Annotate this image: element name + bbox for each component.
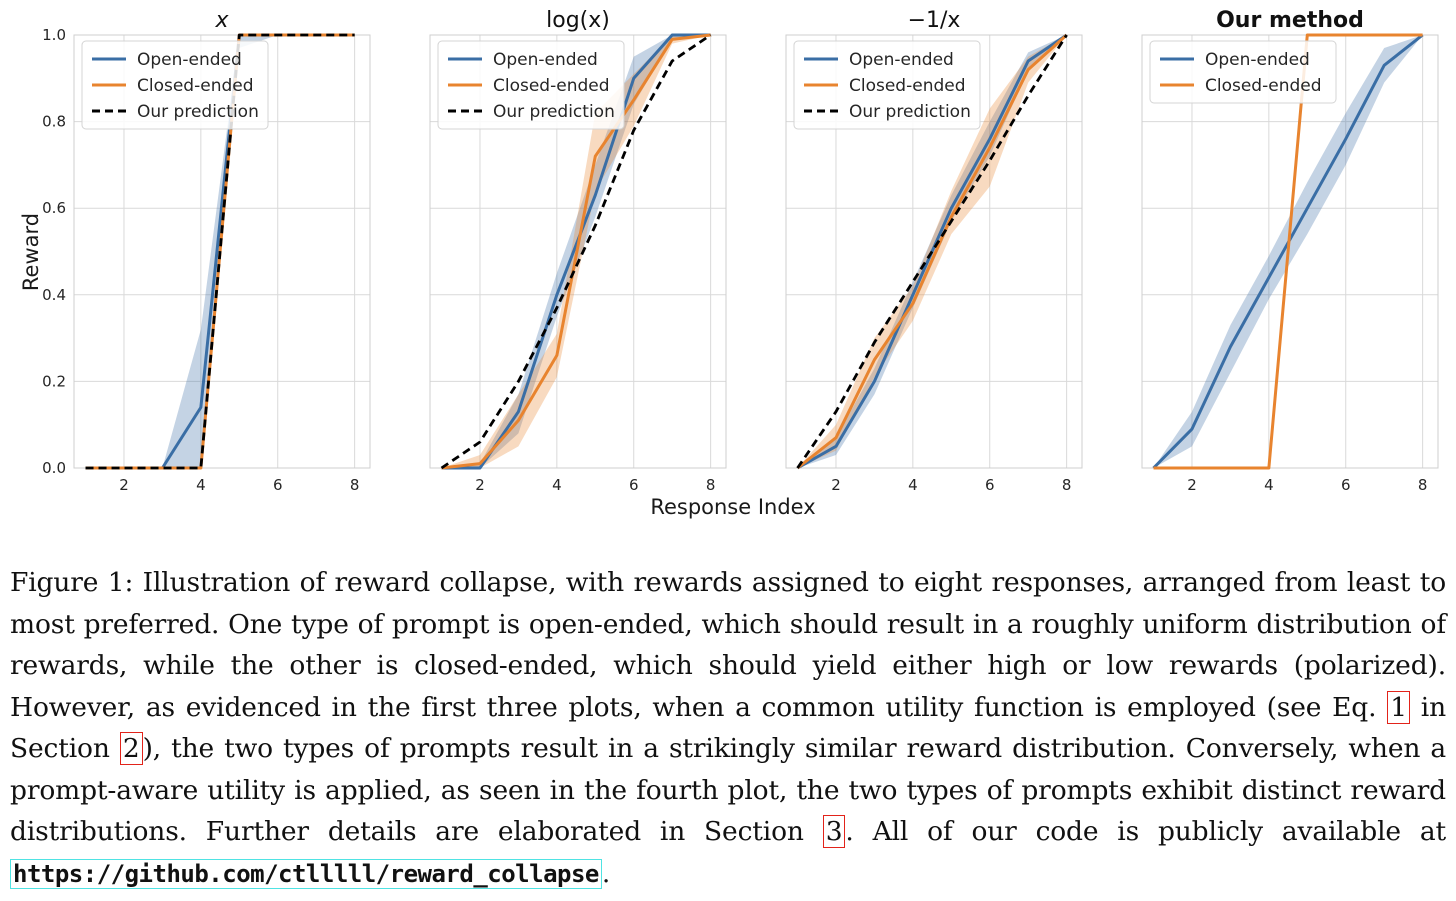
series-line-closed-ended <box>441 33 711 470</box>
code-url-link[interactable]: https://github.com/ctlllll/reward_collap… <box>10 858 602 889</box>
series-line-our-prediction <box>85 33 355 470</box>
panel-title: −1/x <box>908 8 961 33</box>
caption-text-5: . <box>601 857 611 889</box>
plot-frame <box>429 34 727 469</box>
x-tick-label: 4 <box>196 476 206 494</box>
plot-frame <box>785 34 1083 469</box>
legend-label: Open-ended <box>493 50 598 70</box>
x-tick-label: 4 <box>552 476 562 494</box>
x-tick-label: 2 <box>831 476 841 494</box>
legend-box <box>793 40 981 130</box>
equation-ref-link[interactable]: 1 <box>1387 690 1410 724</box>
legend-label: Closed-ended <box>493 76 610 96</box>
legend-label: Closed-ended <box>137 76 254 96</box>
legend-label: Closed-ended <box>1205 76 1322 96</box>
y-tick-label: 0.0 <box>42 459 66 477</box>
legend-label: Our prediction <box>137 102 259 122</box>
x-tick-label: 4 <box>908 476 918 494</box>
chart-panel-4: 2 4 6 8 Open-ended Closed-ended Our method <box>1141 8 1439 494</box>
caption-text-4: . All of our code is publicly available … <box>845 816 1446 847</box>
y-tick-label: 0.8 <box>42 113 66 131</box>
chart-panel-1: 2 4 6 8 0.0 0.2 0.4 0.6 0.8 1.0 Open-ended Closed-e… <box>42 8 371 494</box>
figure-caption: Figure 1: Illustration of reward collaps… <box>10 562 1446 895</box>
legend-label: Closed-ended <box>849 76 966 96</box>
x-tick-label: 2 <box>119 476 129 494</box>
panel-title: log(x) <box>546 8 610 33</box>
x-tick-label: 2 <box>475 476 485 494</box>
legend-label: Our prediction <box>849 102 971 122</box>
caption-text-2: in Section <box>10 691 1446 765</box>
legend-box <box>1149 40 1337 104</box>
x-axis-label: Response Index <box>650 495 815 519</box>
plot-frame <box>73 34 371 469</box>
series-line-closed-ended <box>1153 33 1423 470</box>
figure-1: 2 4 6 8 0.0 0.2 0.4 0.6 0.8 1.0 Open-ended Closed-e… <box>19 8 1439 519</box>
legend-label: Open-ended <box>849 50 954 70</box>
y-tick-label: 0.2 <box>42 372 66 390</box>
x-tick-label: 8 <box>706 476 716 494</box>
y-axis-label: Reward <box>19 213 43 291</box>
legend-box <box>437 40 625 130</box>
legend-box <box>81 40 269 130</box>
legend-label: Open-ended <box>1205 50 1310 70</box>
legend-label: Open-ended <box>137 50 242 70</box>
y-tick-label: 0.4 <box>42 286 66 304</box>
y-tick-label: 0.6 <box>42 199 66 217</box>
section-ref-link-1[interactable]: 2 <box>119 732 143 765</box>
x-tick-label: 6 <box>985 476 995 494</box>
x-tick-label: 6 <box>629 476 639 494</box>
x-tick-label: 8 <box>1062 476 1072 494</box>
chart-panel-2: 2 4 6 8 Open-ended Closed-ended Our prediction… <box>429 8 727 494</box>
x-tick-label: 2 <box>1187 476 1197 494</box>
plot-frame <box>1141 34 1439 469</box>
panel-title: x <box>214 8 229 33</box>
chart-panels: 2 4 6 8 0.0 0.2 0.4 0.6 0.8 1.0 Open-ended Closed-e… <box>19 8 1439 519</box>
x-tick-label: 6 <box>1341 476 1351 494</box>
chart-panel-3: 2 4 6 8 Open-ended Closed-ended Our prediction… <box>785 8 1083 494</box>
x-tick-label: 6 <box>273 476 283 494</box>
x-tick-label: 4 <box>1264 476 1274 494</box>
panel-title: Our method <box>1216 8 1364 33</box>
series-line-our-prediction <box>440 33 712 470</box>
caption-text-1: Figure 1: Illustration of reward collaps… <box>10 567 1446 723</box>
series-line-closed-ended <box>796 33 1068 470</box>
x-tick-label: 8 <box>1418 476 1428 494</box>
series-line-open-ended <box>796 33 1068 470</box>
y-tick-label: 1.0 <box>42 26 66 44</box>
series-line-our-prediction <box>796 34 1068 469</box>
legend-label: Our prediction <box>493 102 615 122</box>
caption-text-3: ), the two types of prompts result in a … <box>10 733 1446 847</box>
x-tick-label: 8 <box>350 476 360 494</box>
section-ref-link-2[interactable]: 3 <box>822 815 846 848</box>
